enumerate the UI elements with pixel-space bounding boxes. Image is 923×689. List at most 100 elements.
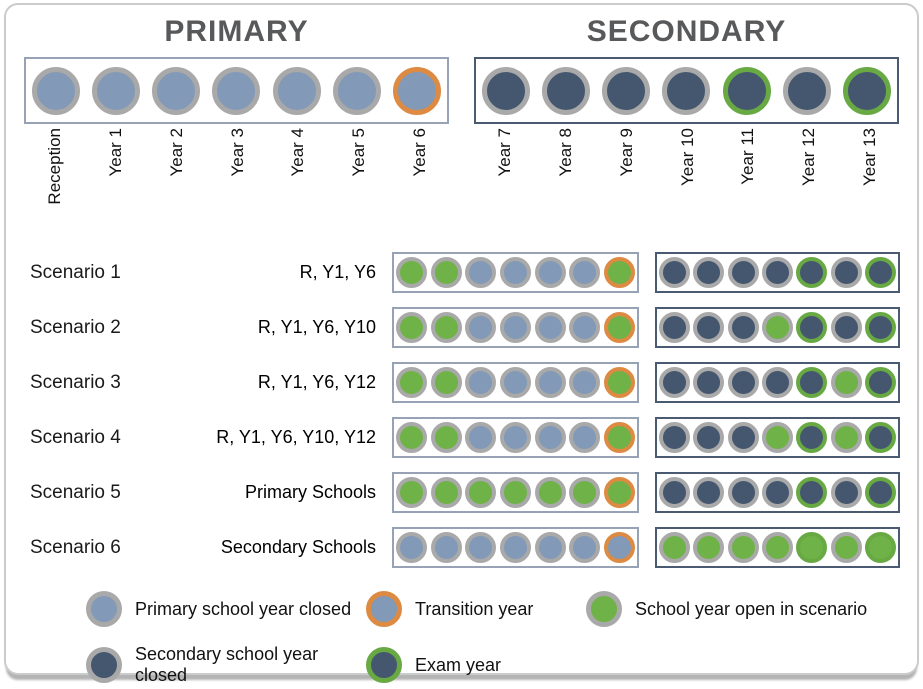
year-label: Year 8	[556, 128, 576, 177]
legend-label: School year open in scenario	[635, 598, 868, 619]
scenario-secondary-circle	[658, 422, 690, 453]
year-label-cell: Year 3	[206, 124, 267, 222]
primary-year-labels: Reception Year 1 Year 2 Year 3 Year 4 Year 5 Y…	[24, 124, 449, 222]
year-label: Year 9	[616, 128, 636, 177]
year-label: Reception	[45, 128, 65, 205]
scenario-label: Scenario 6	[30, 536, 121, 558]
scenario-secondary-circle	[658, 312, 690, 343]
scenario-secondary-circle	[761, 477, 793, 508]
legend-label: Exam year	[415, 654, 502, 675]
scenario-row: Scenario 1 R, Y1, Y6	[6, 245, 917, 300]
year-label: Year 1	[106, 128, 126, 177]
scenario-primary-circle	[534, 477, 566, 508]
scenario-secondary-circle	[727, 367, 759, 398]
primary-year-circle	[392, 66, 441, 115]
year-label-cell: Year 7	[474, 124, 535, 222]
primary-year-circle	[332, 66, 381, 115]
scenario-secondary-circle	[796, 532, 828, 563]
scenario-secondary-circle	[796, 367, 828, 398]
legend: Primary school year closed Transition yea…	[86, 591, 917, 686]
legend-label: Transition year	[415, 598, 534, 619]
year-label-cell: Reception	[24, 124, 85, 222]
scenario-primary-circle	[534, 312, 566, 343]
scenario-primary-circle	[430, 532, 462, 563]
scenario-secondary-circle	[796, 257, 828, 288]
primary-year-circle	[212, 66, 261, 115]
year-label: Year 7	[495, 128, 515, 177]
scenario-primary-circle	[499, 422, 531, 453]
primary-year-circle	[272, 66, 321, 115]
scenario-secondary-box	[655, 472, 900, 513]
scenario-primary-circle	[604, 312, 636, 343]
primary-year-circle	[32, 66, 81, 115]
year-label-cell: Year 13	[838, 124, 899, 222]
year-label: Year 12	[798, 128, 818, 186]
year-label: Year 11	[738, 128, 758, 185]
scenario-secondary-circle	[658, 367, 690, 398]
scenario-primary-circle	[534, 532, 566, 563]
scenario-diagram-card: PRIMARY Reception Year 1 Year 2 Year 3 Year …	[4, 3, 919, 685]
scenario-secondary-circle	[658, 532, 690, 563]
scenario-primary-circle	[569, 257, 601, 288]
scenario-secondary-circle	[727, 257, 759, 288]
legend-swatch-primary-closed	[86, 591, 122, 627]
year-label-cell: Year 5	[328, 124, 389, 222]
scenario-secondary-circle	[761, 422, 793, 453]
secondary-year-circle	[782, 66, 831, 115]
scenario-primary-box	[392, 252, 639, 293]
scenario-secondary-circle	[761, 257, 793, 288]
scenario-primary-circle	[534, 367, 566, 398]
scenario-secondary-circle	[693, 367, 725, 398]
legend-item: Transition year	[366, 591, 586, 627]
secondary-year-circle	[602, 66, 651, 115]
year-label: Year 5	[348, 128, 368, 177]
scenario-secondary-circle	[658, 477, 690, 508]
scenario-description: Secondary Schools	[220, 537, 376, 557]
scenario-secondary-circle	[693, 422, 725, 453]
year-label-cell: Year 9	[595, 124, 656, 222]
scenario-primary-circle	[395, 367, 427, 398]
scenario-row: Scenario 4 R, Y1, Y6, Y10, Y12	[6, 410, 917, 465]
scenario-secondary-circle	[865, 422, 897, 453]
legend-item: Exam year	[366, 644, 586, 686]
year-label: Year 10	[677, 128, 697, 186]
secondary-year-group: SECONDARY Year 7 Year 8 Year 9 Year 10 Year …	[474, 13, 899, 222]
scenario-primary-circle	[569, 422, 601, 453]
scenario-description: R, Y1, Y6, Y10	[257, 317, 376, 337]
legend-swatch-transition-closed	[366, 591, 402, 627]
scenario-label: Scenario 4	[30, 426, 121, 448]
scenario-description: R, Y1, Y6, Y10, Y12	[216, 427, 376, 447]
scenario-primary-circle	[569, 367, 601, 398]
scenario-secondary-circle	[693, 532, 725, 563]
scenario-secondary-circle	[830, 477, 862, 508]
scenario-secondary-circle	[865, 257, 897, 288]
scenario-secondary-circle	[830, 312, 862, 343]
scenario-primary-circle	[604, 477, 636, 508]
scenario-label: Scenario 2	[30, 316, 121, 338]
scenario-secondary-circle	[727, 532, 759, 563]
scenario-row: Scenario 6 Secondary Schools	[6, 520, 917, 575]
scenario-secondary-circle	[830, 257, 862, 288]
scenario-primary-circle	[604, 422, 636, 453]
scenario-primary-circle	[499, 532, 531, 563]
scenario-secondary-circle	[865, 312, 897, 343]
scenario-primary-box	[392, 472, 639, 513]
scenario-secondary-box	[655, 252, 900, 293]
scenario-primary-circle	[534, 257, 566, 288]
legend-swatch-exam-closed	[366, 647, 402, 683]
scenario-primary-circle	[395, 422, 427, 453]
year-label-cell: Year 2	[145, 124, 206, 222]
scenario-secondary-circle	[693, 477, 725, 508]
scenario-primary-circle	[430, 477, 462, 508]
scenario-primary-circle	[569, 532, 601, 563]
scenario-secondary-circle	[761, 532, 793, 563]
scenario-secondary-circle	[727, 312, 759, 343]
scenario-label: Scenario 3	[30, 371, 121, 393]
scenario-secondary-box	[655, 527, 900, 568]
legend-swatch-open	[586, 591, 622, 627]
secondary-year-circle	[542, 66, 591, 115]
year-label-cell: Year 1	[85, 124, 146, 222]
legend-label: Primary school year closed	[135, 598, 352, 619]
primary-years-box	[24, 57, 449, 124]
scenario-primary-box	[392, 417, 639, 458]
